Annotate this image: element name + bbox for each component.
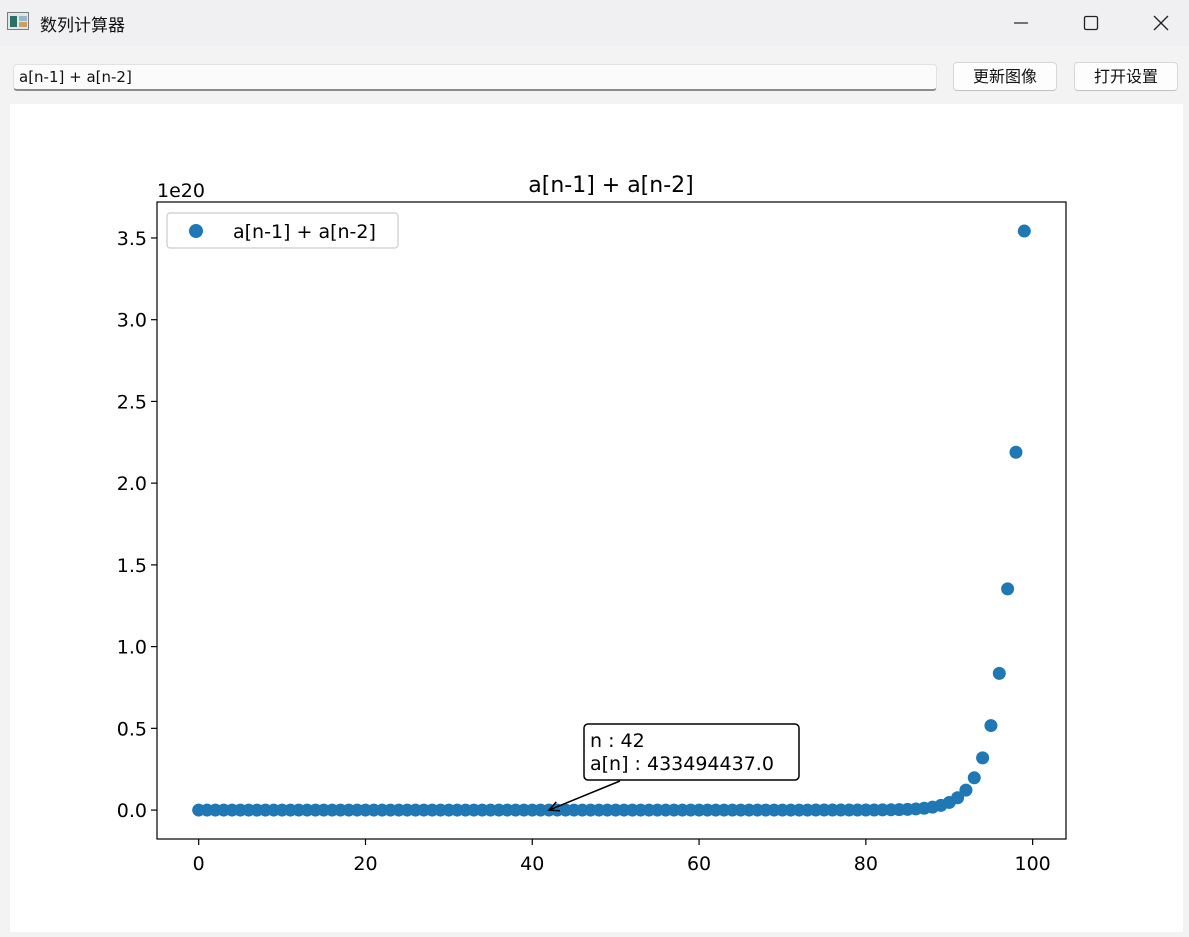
window-title: 数列计算器 [40, 16, 125, 36]
x-tick-label: 60 [687, 853, 711, 875]
annotation-arrow [548, 780, 621, 811]
legend-marker [189, 224, 203, 238]
annotation-line-n: n : 42 [590, 730, 645, 752]
y-tick-label: 2.0 [117, 473, 147, 495]
y-tick-label: 2.5 [117, 391, 147, 413]
plot-canvas: a[n-1] + a[n-2] 1e20 0 20 40 60 80 100 0.0 0.5… [10, 104, 1183, 932]
expression-input[interactable] [13, 64, 937, 91]
data-point [1001, 582, 1015, 596]
maximize-icon [1083, 15, 1099, 31]
data-point [1009, 445, 1023, 459]
y-tick-label: 1.0 [117, 637, 147, 659]
close-button[interactable] [1126, 0, 1189, 46]
x-tick-label: 100 [1015, 853, 1051, 875]
y-tick-label: 0.0 [117, 800, 147, 822]
open-settings-button[interactable]: 打开设置 [1074, 62, 1178, 91]
annotation-line-value: a[n] : 433494437.0 [590, 753, 774, 775]
point-annotation: n : 42 a[n] : 433494437.0 [547, 723, 800, 812]
data-point [992, 666, 1006, 680]
data-point [976, 751, 990, 765]
legend-box [166, 212, 399, 249]
data-point [951, 791, 965, 805]
minimize-button[interactable] [986, 0, 1056, 46]
annotation-arrowhead [547, 801, 560, 812]
y-tick-label: 3.0 [117, 310, 147, 332]
minimize-icon [1014, 22, 1028, 24]
data-point [967, 771, 981, 785]
y-scale-offset: 1e20 [157, 180, 205, 202]
x-axis: 0 20 40 60 80 100 [193, 839, 1051, 875]
title-bar: 数列计算器 [0, 0, 1189, 46]
close-icon [1153, 15, 1169, 31]
data-point [1017, 224, 1031, 238]
data-point [984, 719, 998, 733]
x-tick-label: 20 [353, 853, 377, 875]
y-tick-label: 1.5 [117, 555, 147, 577]
scatter-chart: a[n-1] + a[n-2] 1e20 0 20 40 60 80 100 0.0 0.5… [117, 173, 1067, 875]
update-plot-button[interactable]: 更新图像 [953, 62, 1057, 91]
annotation-box [583, 723, 800, 781]
x-tick-label: 0 [193, 853, 205, 875]
y-tick-label: 0.5 [117, 718, 147, 740]
x-tick-label: 80 [854, 853, 878, 875]
maximize-button[interactable] [1056, 0, 1126, 46]
y-axis: 0.0 0.5 1.0 1.5 2.0 2.5 3.0 3.5 [117, 228, 157, 822]
legend-label: a[n-1] + a[n-2] [233, 221, 376, 243]
app-window-icon [7, 12, 29, 30]
plot-frame [156, 201, 1067, 840]
chart-title: a[n-1] + a[n-2] [528, 173, 693, 198]
y-tick-label: 3.5 [117, 228, 147, 250]
legend: a[n-1] + a[n-2] [166, 212, 399, 249]
data-point [959, 783, 973, 797]
x-tick-label: 40 [520, 853, 544, 875]
